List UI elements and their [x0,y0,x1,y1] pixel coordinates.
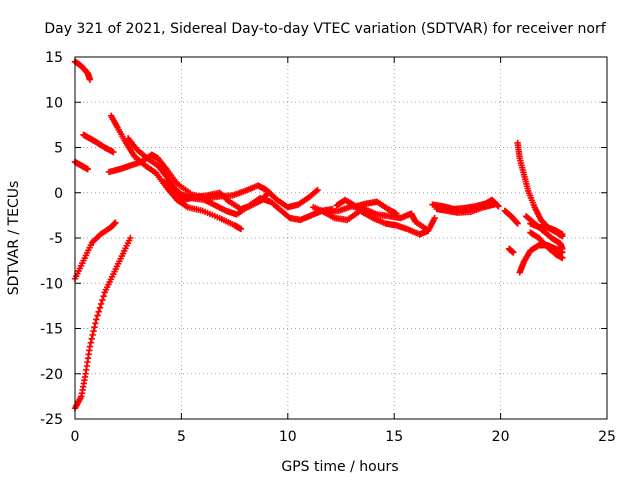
data-point-marker [264,189,271,197]
data-point-marker [93,316,100,323]
data-point-marker [89,331,96,339]
data-point-marker [237,225,245,233]
series-arc-16 [505,245,517,256]
data-point-marker [96,304,104,312]
data-point-marker [393,210,400,217]
data-point-marker [84,166,91,173]
data-point-marker [95,308,102,315]
y-tick-label: -25 [40,412,63,428]
data-point-marker [97,300,105,308]
data-point-marker [110,148,117,156]
y-tick-label: -10 [40,276,63,292]
y-tick-label: 10 [45,95,63,111]
data-point-marker [87,339,95,346]
chart-title: Day 321 of 2021, Sidereal Day-to-day VTE… [44,21,606,37]
x-axis-label: GPS time / hours [281,459,398,475]
data-point-marker [495,203,502,210]
x-tick-label: 5 [177,429,186,445]
series-arc-21 [527,220,566,240]
data-point-marker [86,76,94,83]
series-arc-14 [433,201,498,216]
data-point-marker [112,219,119,226]
data-point-marker [92,320,99,327]
series-arc-4 [71,234,134,412]
x-tick-label: 0 [71,429,80,445]
data-point-marker [431,214,438,222]
data-point-marker [88,335,95,343]
y-tick-label: 15 [45,50,63,66]
y-axis-label: SDTVAR / TECUs [6,181,22,296]
data-point-marker [100,292,107,300]
data-point-marker [94,312,101,319]
data-point-marker [91,324,98,331]
data-point-marker [265,188,272,196]
data-point-marker [491,201,498,208]
data-point-marker [127,234,134,242]
series-arc-15 [501,207,521,227]
data-point-marker [513,219,520,226]
axis-ticks: 0 5 10 15 20 25 -25 -20 -15 -10 -5 0 5 10 15 [40,50,616,445]
data-point-marker [90,327,97,335]
series-arc-12 [333,196,400,217]
data-point-marker [99,296,106,304]
y-tick-label: -20 [40,367,63,383]
data-point-marker [86,343,94,350]
grid-lines [75,57,607,419]
series-arc-9 [161,178,272,213]
x-tick-label: 15 [385,429,403,445]
x-tick-label: 25 [598,429,616,445]
data-point-marker [559,232,566,240]
data-point-marker [314,186,321,194]
x-tick-label: 20 [492,429,510,445]
series-layer [71,58,566,412]
y-tick-label: -5 [49,231,63,247]
data-point-marker [559,245,566,253]
series-arc-11 [318,207,438,238]
series-arc-5 [80,131,117,156]
y-tick-label: 0 [54,186,63,202]
data-point-marker [313,187,320,195]
data-point-marker [559,254,566,262]
series-arc-1 [71,58,94,83]
data-point-marker [510,249,517,256]
x-tick-label: 10 [279,429,297,445]
series-arc-17 [514,139,566,238]
y-tick-label: -15 [40,322,63,338]
data-point-marker [514,220,521,227]
series-arc-20 [527,229,566,262]
y-tick-label: 5 [54,141,63,157]
